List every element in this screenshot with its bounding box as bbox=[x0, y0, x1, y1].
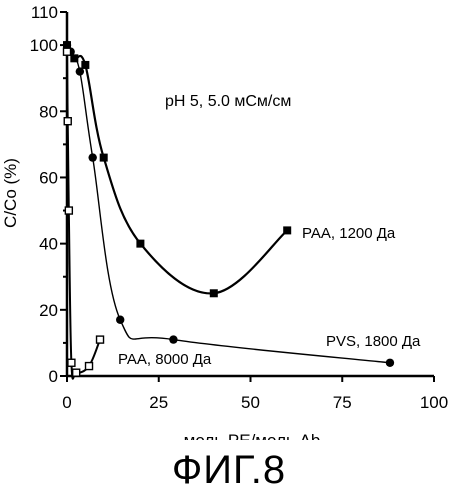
figure-caption: ФИГ.8 bbox=[0, 448, 458, 493]
data-point-paa-1200 bbox=[210, 289, 218, 297]
data-point-pvs-1800 bbox=[386, 359, 394, 367]
x-tick-label: 100 bbox=[420, 393, 448, 412]
series-line-paa-8000 bbox=[67, 52, 100, 379]
data-point-paa-8000 bbox=[64, 118, 71, 125]
data-point-paa-8000 bbox=[68, 359, 75, 366]
data-point-paa-1200 bbox=[81, 61, 89, 69]
chart: 0 20 40 60 80 100 110 0 25 50 75 100 C/Co (%) моль… bbox=[0, 0, 458, 440]
series-paa-1200 bbox=[63, 41, 291, 297]
data-point-paa-1200 bbox=[100, 154, 108, 162]
series-layer bbox=[63, 41, 394, 379]
series-label-pvs-1800: PVS, 1800 Да bbox=[326, 333, 421, 350]
y-axis-label: C/Co (%) bbox=[1, 158, 20, 228]
x-tick-label: 75 bbox=[333, 393, 352, 412]
y-tick-label: 100 bbox=[30, 36, 58, 55]
data-point-pvs-1800 bbox=[76, 67, 84, 75]
series-label-paa-8000: PAA, 8000 Да bbox=[118, 351, 212, 368]
x-tick-label: 50 bbox=[241, 393, 260, 412]
data-point-paa-1200 bbox=[283, 226, 291, 234]
data-point-paa-8000 bbox=[73, 369, 80, 376]
y-tick-label: 110 bbox=[31, 3, 58, 22]
data-point-paa-8000 bbox=[65, 207, 72, 214]
data-point-pvs-1800 bbox=[116, 316, 124, 324]
data-point-paa-8000 bbox=[97, 336, 104, 343]
x-tick-label: 25 bbox=[149, 393, 168, 412]
data-point-pvs-1800 bbox=[169, 335, 177, 343]
condition-annotation: pH 5, 5.0 мСм/см bbox=[165, 93, 291, 110]
x-axis-label: моль PE/моль Ab bbox=[184, 431, 321, 440]
data-point-paa-8000 bbox=[86, 363, 93, 370]
y-tick-label: 40 bbox=[39, 235, 58, 254]
y-tick-label: 20 bbox=[39, 301, 58, 320]
data-point-paa-1200 bbox=[136, 240, 144, 248]
y-tick-label: 60 bbox=[39, 168, 58, 187]
data-point-paa-8000 bbox=[64, 48, 71, 55]
y-tick-label: 0 bbox=[49, 367, 58, 386]
y-tick-label: 80 bbox=[39, 102, 58, 121]
series-pvs-1800 bbox=[63, 41, 394, 367]
x-ticks: 0 25 50 75 100 bbox=[62, 376, 448, 412]
series-label-paa-1200: PAA, 1200 Да bbox=[302, 225, 396, 242]
series-line-paa-1200 bbox=[67, 45, 287, 293]
y-ticks: 0 20 40 60 80 100 110 bbox=[30, 3, 67, 386]
x-tick-label: 0 bbox=[62, 393, 71, 412]
data-point-pvs-1800 bbox=[88, 153, 96, 161]
